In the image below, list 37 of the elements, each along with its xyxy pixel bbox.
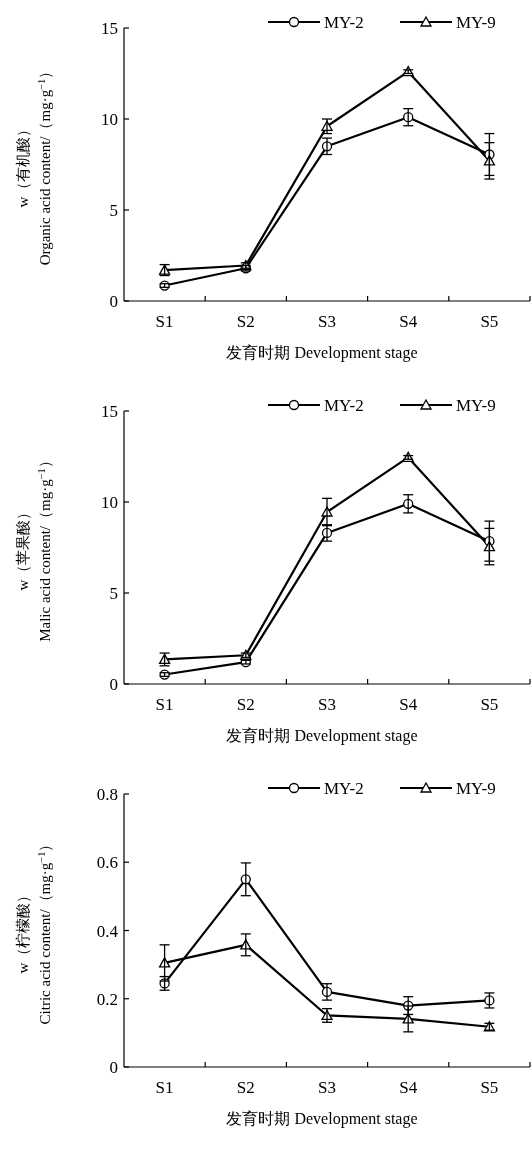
- x-tick-label: S1: [155, 1078, 174, 1097]
- y-tick-label: 0.6: [96, 853, 118, 873]
- x-tick-label: S3: [318, 312, 336, 331]
- x-axis-title: 发育时期 Development stage: [226, 344, 418, 362]
- y-tick-label: 0: [109, 675, 118, 694]
- x-tick-label: S2: [236, 695, 255, 714]
- x-tick-label: S5: [480, 312, 499, 331]
- x-tick-label: S4: [399, 312, 418, 331]
- legend-label: MY-9: [456, 13, 496, 32]
- y-tick-label: 0.2: [96, 989, 118, 1009]
- x-tick-label: S4: [399, 695, 418, 714]
- legend-label: MY-9: [456, 396, 496, 415]
- y-tick-label: 0: [109, 292, 118, 311]
- legend-label: MY-2: [324, 396, 364, 415]
- legend-label: MY-2: [324, 779, 364, 798]
- y-tick-label: 10: [101, 493, 118, 512]
- x-tick-label: S4: [399, 1078, 418, 1097]
- y-tick-label: 0: [109, 1058, 118, 1077]
- x-tick-label: S2: [236, 312, 255, 331]
- y-tick-label: 0.4: [96, 921, 119, 941]
- x-tick-label: S1: [155, 695, 174, 714]
- x-tick-label: S2: [236, 1078, 255, 1097]
- y-tick-label: 5: [109, 584, 118, 603]
- y-tick-label: 5: [109, 201, 118, 220]
- x-tick-label: S5: [480, 695, 499, 714]
- y-tick-label: 15: [101, 19, 118, 38]
- legend-label: MY-2: [324, 13, 364, 32]
- x-tick-label: S3: [318, 695, 336, 714]
- legend-label: MY-9: [456, 779, 496, 798]
- x-tick-label: S5: [480, 1078, 499, 1097]
- x-tick-label: S1: [155, 312, 174, 331]
- y-tick-label: 10: [101, 110, 118, 129]
- x-tick-label: S3: [318, 1078, 336, 1097]
- y-tick-label: 0.8: [96, 785, 118, 804]
- x-axis-title: 发育时期 Development stage: [226, 1110, 418, 1128]
- x-axis-title: 发育时期 Development stage: [226, 727, 418, 745]
- y-tick-label: 15: [101, 402, 118, 421]
